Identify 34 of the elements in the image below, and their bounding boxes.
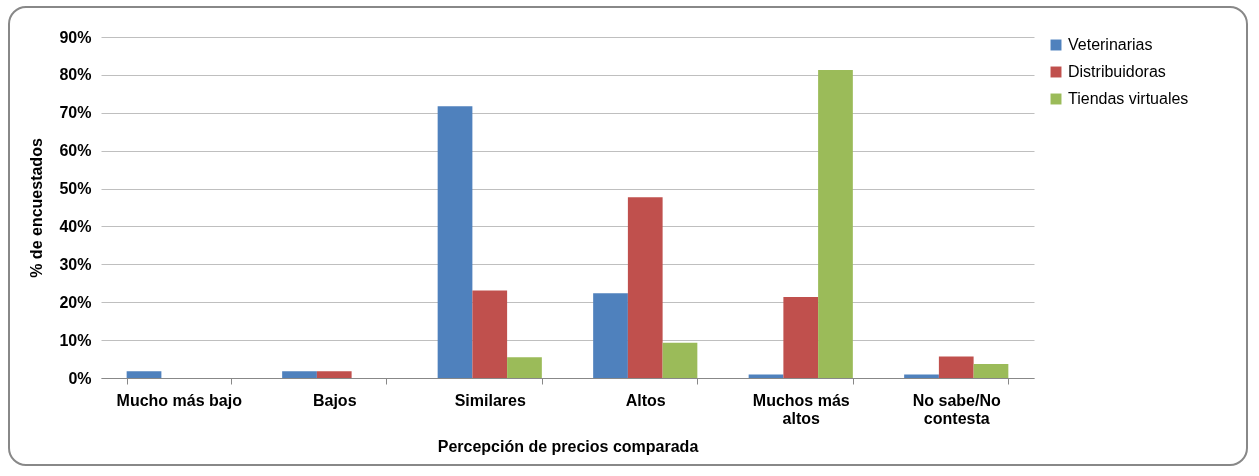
bar	[818, 69, 853, 378]
bar	[472, 290, 508, 378]
bar	[437, 106, 473, 378]
bar	[973, 363, 1009, 378]
legend-label: Veterinarias	[1068, 36, 1153, 53]
x-tick-label: Similares	[454, 391, 526, 409]
x-tick-label: Muchos más altos	[752, 391, 850, 427]
legend-label: Distribuidoras	[1068, 63, 1166, 80]
x-tick-label: Bajos	[312, 391, 357, 409]
y-axis-title: % de encuestados	[28, 138, 46, 278]
bar	[938, 356, 974, 378]
bar	[662, 342, 698, 378]
y-tick-label: 40%	[59, 217, 92, 235]
bar	[783, 296, 819, 378]
bar	[126, 371, 162, 378]
y-tick-label: 30%	[59, 255, 92, 273]
y-tick-label: 50%	[59, 180, 92, 198]
x-tick-label: Mucho más bajo	[116, 391, 243, 409]
bar	[627, 197, 663, 378]
y-tick-label: 10%	[59, 331, 92, 349]
x-tick-label: Altos	[625, 391, 666, 409]
bar	[282, 371, 317, 378]
bar	[593, 293, 628, 378]
x-tick-label: No sabe/No contesta	[912, 391, 1001, 427]
legend-label: Tiendas virtuales	[1068, 90, 1189, 107]
y-tick-label: 20%	[59, 293, 92, 311]
y-tick-label: 80%	[59, 66, 92, 84]
y-tick-label: 0%	[68, 369, 92, 387]
y-tick-label: 60%	[59, 142, 92, 160]
y-tick-label: 70%	[59, 104, 92, 122]
y-tick-label: 90%	[59, 28, 92, 46]
bar	[507, 357, 542, 378]
x-axis-title: Percepción de precios comparada	[437, 437, 699, 455]
bar	[316, 371, 352, 378]
